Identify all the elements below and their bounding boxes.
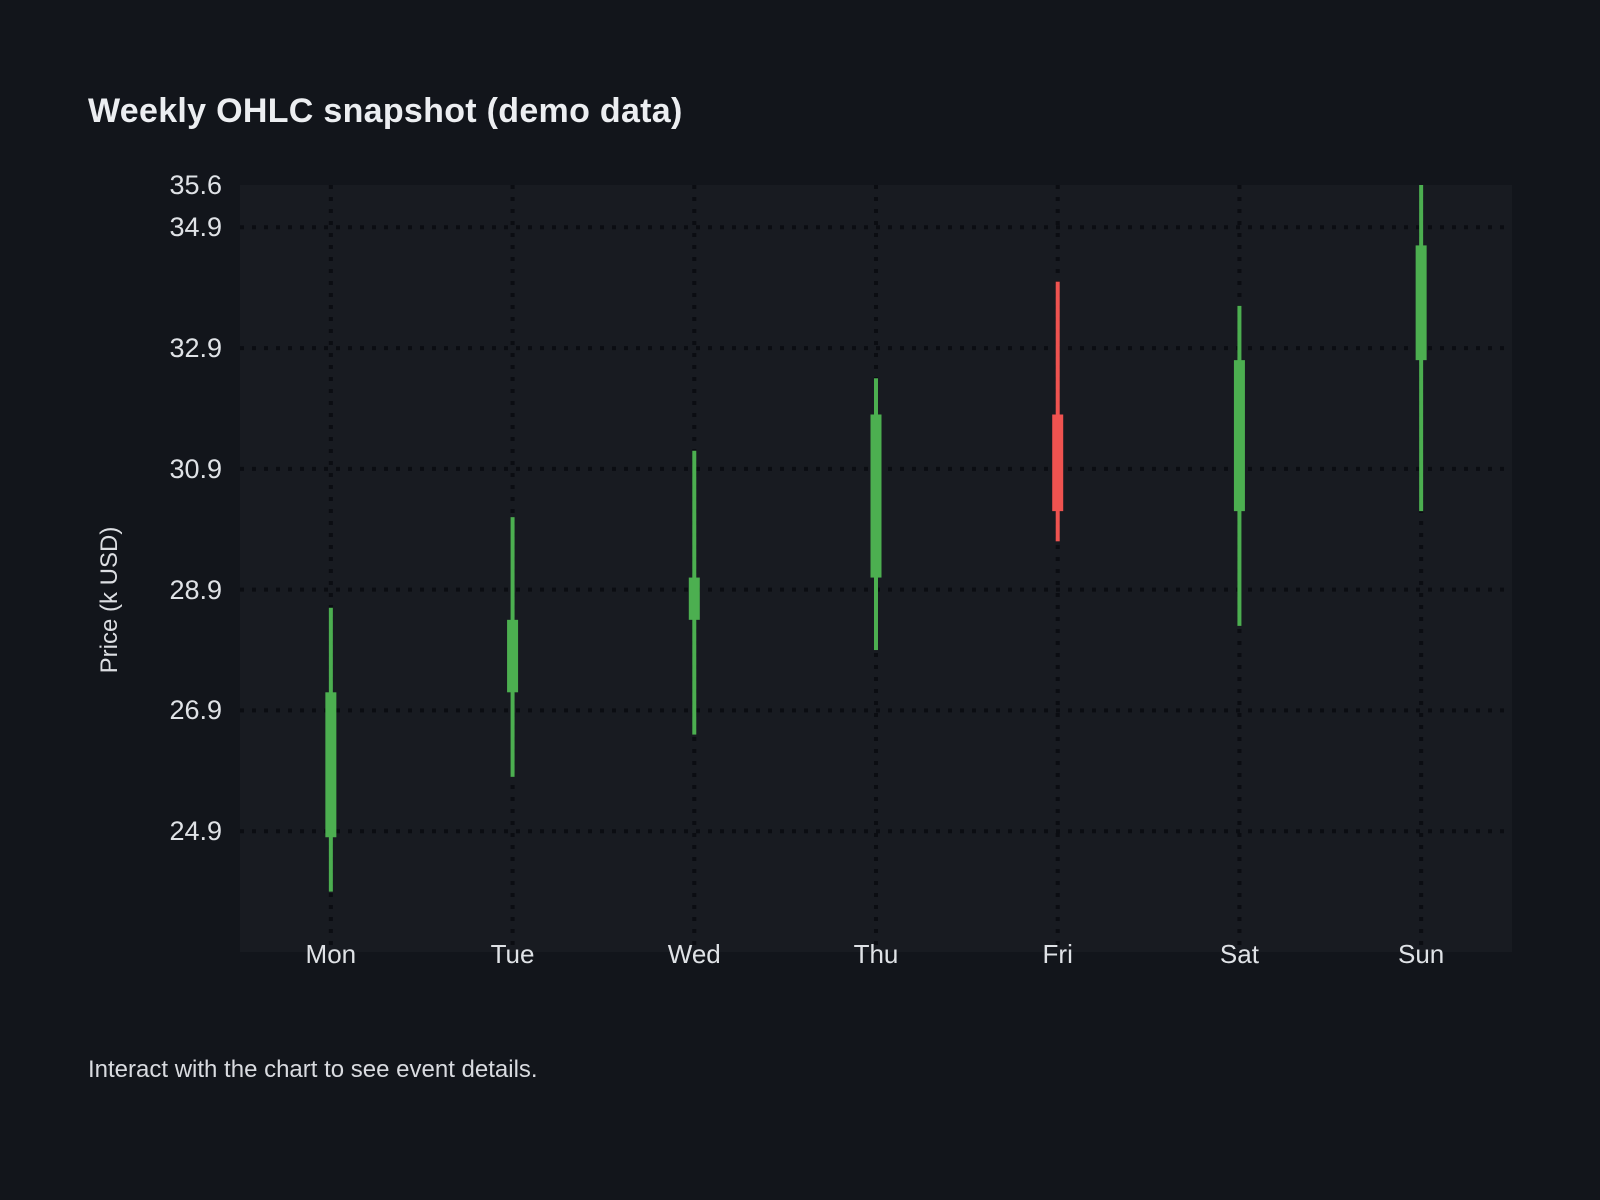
chart-title: Weekly OHLC snapshot (demo data) <box>88 92 683 130</box>
x-tick-label-tue: Tue <box>490 939 535 969</box>
candle-body <box>325 692 337 838</box>
candle-sun[interactable] <box>1415 185 1427 512</box>
candle-wick <box>1055 281 1060 542</box>
candle-body <box>688 577 700 620</box>
x-tick-label-sun: Sun <box>1398 939 1445 969</box>
candle-wed[interactable] <box>688 450 700 735</box>
candle-mon[interactable] <box>325 607 337 892</box>
x-tick-label-thu: Thu <box>853 939 899 969</box>
y-tick-label: 24.9 <box>169 816 222 847</box>
candlestick-chart[interactable] <box>240 185 1512 952</box>
y-tick-label: 30.9 <box>169 453 222 484</box>
candle-body <box>1415 245 1427 361</box>
candle-thu[interactable] <box>870 378 882 651</box>
candle-body <box>870 414 882 578</box>
y-tick-label: 34.9 <box>169 212 222 243</box>
y-tick-label: 35.6 <box>169 170 222 200</box>
x-tick-label-sat: Sat <box>1219 939 1259 969</box>
candle-tue[interactable] <box>507 517 519 777</box>
candle-sat[interactable] <box>1233 305 1245 626</box>
x-tick-label-mon: Mon <box>305 939 357 969</box>
plot-area[interactable] <box>240 185 1512 952</box>
candle-body <box>1052 414 1064 512</box>
y-tick-label: 26.9 <box>169 695 222 726</box>
candle-body <box>1233 360 1245 512</box>
y-axis-title: Price (k USD) <box>96 526 123 674</box>
footer-note: Interact with the chart to see event det… <box>88 1056 538 1083</box>
candle-fri[interactable] <box>1052 281 1064 542</box>
x-tick-label-fri: Fri <box>1042 939 1073 969</box>
candle-body <box>507 619 519 693</box>
y-tick-label: 32.9 <box>169 333 222 364</box>
x-tick-label-wed: Wed <box>667 939 721 969</box>
y-tick-label: 28.9 <box>169 574 222 605</box>
